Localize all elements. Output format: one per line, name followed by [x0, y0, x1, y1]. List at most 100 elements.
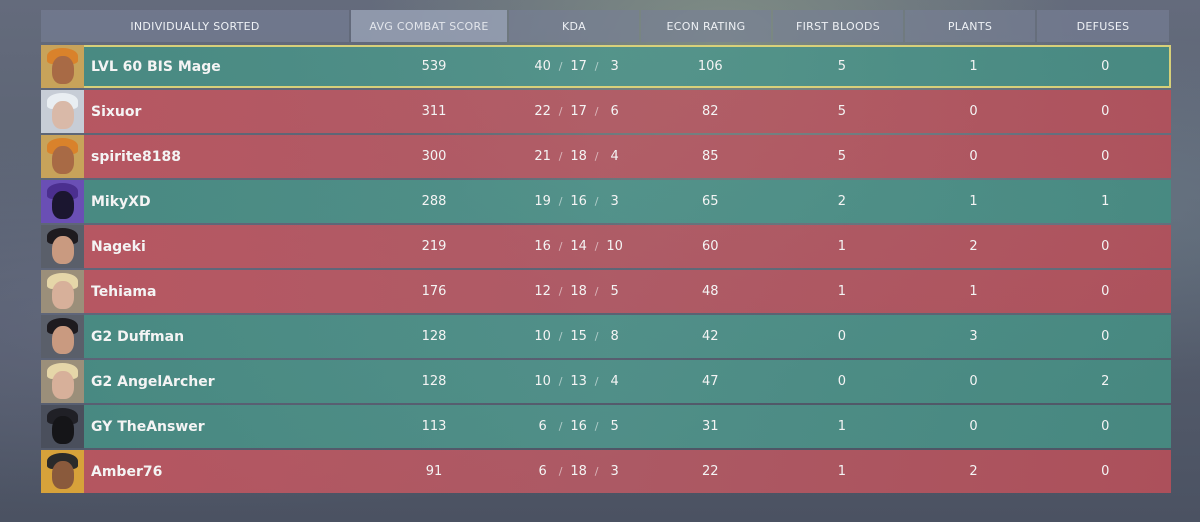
agent-portrait-orange-icon [41, 45, 84, 88]
defuses-value: 0 [1101, 104, 1110, 119]
assists: 10 [606, 239, 623, 254]
assists: 3 [610, 194, 619, 209]
plants-value: 1 [969, 284, 978, 299]
kills: 12 [534, 284, 551, 299]
player-row[interactable]: Sixuor 311 22 / 17 / 6 82 5 0 0 [41, 90, 1171, 133]
kills: 40 [534, 59, 551, 74]
agent-portrait-dark-hair-icon [41, 225, 84, 268]
assists: 6 [610, 104, 619, 119]
kda-separator: / [558, 420, 563, 433]
kda-separator: / [594, 465, 599, 478]
kda-separator: / [558, 240, 563, 253]
kda-separator: / [558, 105, 563, 118]
header-acs[interactable]: AVG COMBAT SCORE [351, 10, 507, 42]
header-econ-rating[interactable]: ECON RATING [641, 10, 771, 42]
acs-value: 91 [425, 464, 443, 479]
player-name: G2 AngelArcher [91, 373, 215, 390]
first-bloods-value: 2 [837, 194, 847, 209]
assists: 3 [610, 59, 619, 74]
kda-separator: / [558, 465, 563, 478]
player-row[interactable]: Tehiama 176 12 / 18 / 5 48 1 1 0 [41, 270, 1171, 313]
kills: 21 [534, 149, 551, 164]
assists: 8 [610, 329, 619, 344]
plants-value: 0 [969, 374, 978, 389]
agent-portrait-blonde-icon [41, 360, 84, 403]
econ-value: 47 [702, 374, 719, 389]
player-name: Nageki [91, 238, 146, 255]
header-first-bloods[interactable]: FIRST BLOODS [773, 10, 903, 42]
deaths: 14 [570, 239, 587, 254]
econ-value: 22 [702, 464, 719, 479]
acs-value: 300 [421, 149, 447, 164]
defuses-value: 0 [1101, 464, 1110, 479]
assists: 4 [610, 149, 619, 164]
defuses-value: 0 [1101, 149, 1110, 164]
kills: 6 [538, 464, 547, 479]
first-bloods-value: 0 [837, 374, 847, 389]
agent-portrait-blonde-icon [41, 270, 84, 313]
header-plants[interactable]: PLANTS [905, 10, 1035, 42]
plants-value: 2 [969, 239, 978, 254]
plants-value: 0 [969, 149, 978, 164]
acs-value: 539 [421, 59, 447, 74]
agent-portrait-orange-icon [41, 135, 84, 178]
kda-value: 21 / 18 / 4 [513, 149, 645, 164]
acs-value: 128 [421, 329, 447, 344]
player-row[interactable]: LVL 60 BIS Mage 539 40 / 17 / 3 106 5 1 0 [41, 45, 1171, 88]
header-kda[interactable]: KDA [509, 10, 639, 42]
acs-value: 113 [421, 419, 447, 434]
agent-portrait-masked-icon [41, 405, 84, 448]
first-bloods-value: 1 [837, 419, 847, 434]
kills: 10 [534, 374, 551, 389]
kills: 16 [534, 239, 551, 254]
player-row[interactable]: spirite8188 300 21 / 18 / 4 85 5 0 0 [41, 135, 1171, 178]
econ-value: 65 [702, 194, 719, 209]
kda-separator: / [594, 330, 599, 343]
header-player-sort[interactable]: INDIVIDUALLY SORTED [41, 10, 349, 42]
kda-value: 6 / 16 / 5 [513, 419, 645, 434]
player-row[interactable]: MikyXD 288 19 / 16 / 3 65 2 1 1 [41, 180, 1171, 223]
kda-separator: / [594, 285, 599, 298]
econ-value: 42 [702, 329, 719, 344]
econ-value: 106 [697, 59, 723, 74]
player-row[interactable]: GY TheAnswer 113 6 / 16 / 5 31 1 0 0 [41, 405, 1171, 448]
kills: 22 [534, 104, 551, 119]
econ-value: 48 [702, 284, 719, 299]
kda-value: 22 / 17 / 6 [513, 104, 645, 119]
acs-value: 176 [421, 284, 447, 299]
econ-value: 82 [702, 104, 719, 119]
first-bloods-value: 5 [837, 149, 847, 164]
acs-value: 128 [421, 374, 447, 389]
kda-value: 6 / 18 / 3 [513, 464, 645, 479]
defuses-value: 0 [1101, 284, 1110, 299]
player-row[interactable]: Amber76 91 6 / 18 / 3 22 1 2 0 [41, 450, 1171, 493]
first-bloods-value: 5 [837, 59, 847, 74]
plants-value: 0 [969, 104, 978, 119]
acs-value: 311 [421, 104, 447, 119]
econ-value: 31 [702, 419, 719, 434]
kda-separator: / [558, 150, 563, 163]
kda-value: 12 / 18 / 5 [513, 284, 645, 299]
defuses-value: 0 [1101, 419, 1110, 434]
acs-value: 219 [421, 239, 447, 254]
deaths: 18 [570, 464, 587, 479]
kda-separator: / [558, 60, 563, 73]
assists: 5 [610, 419, 619, 434]
kda-value: 16 / 14 / 10 [513, 239, 645, 254]
defuses-value: 2 [1101, 374, 1110, 389]
acs-value: 288 [421, 194, 447, 209]
player-name: Sixuor [91, 103, 142, 120]
kda-separator: / [558, 195, 563, 208]
player-row[interactable]: G2 AngelArcher 128 10 / 13 / 4 47 0 0 2 [41, 360, 1171, 403]
deaths: 16 [570, 419, 587, 434]
agent-portrait-purple-hood-icon [41, 180, 84, 223]
header-defuses[interactable]: DEFUSES [1037, 10, 1169, 42]
player-row[interactable]: G2 Duffman 128 10 / 15 / 8 42 0 3 0 [41, 315, 1171, 358]
player-name: Tehiama [91, 283, 157, 300]
deaths: 17 [570, 59, 587, 74]
first-bloods-value: 1 [837, 284, 847, 299]
agent-portrait-dark-hair-icon [41, 315, 84, 358]
player-row[interactable]: Nageki 219 16 / 14 / 10 60 1 2 0 [41, 225, 1171, 268]
defuses-value: 0 [1101, 239, 1110, 254]
assists: 3 [610, 464, 619, 479]
